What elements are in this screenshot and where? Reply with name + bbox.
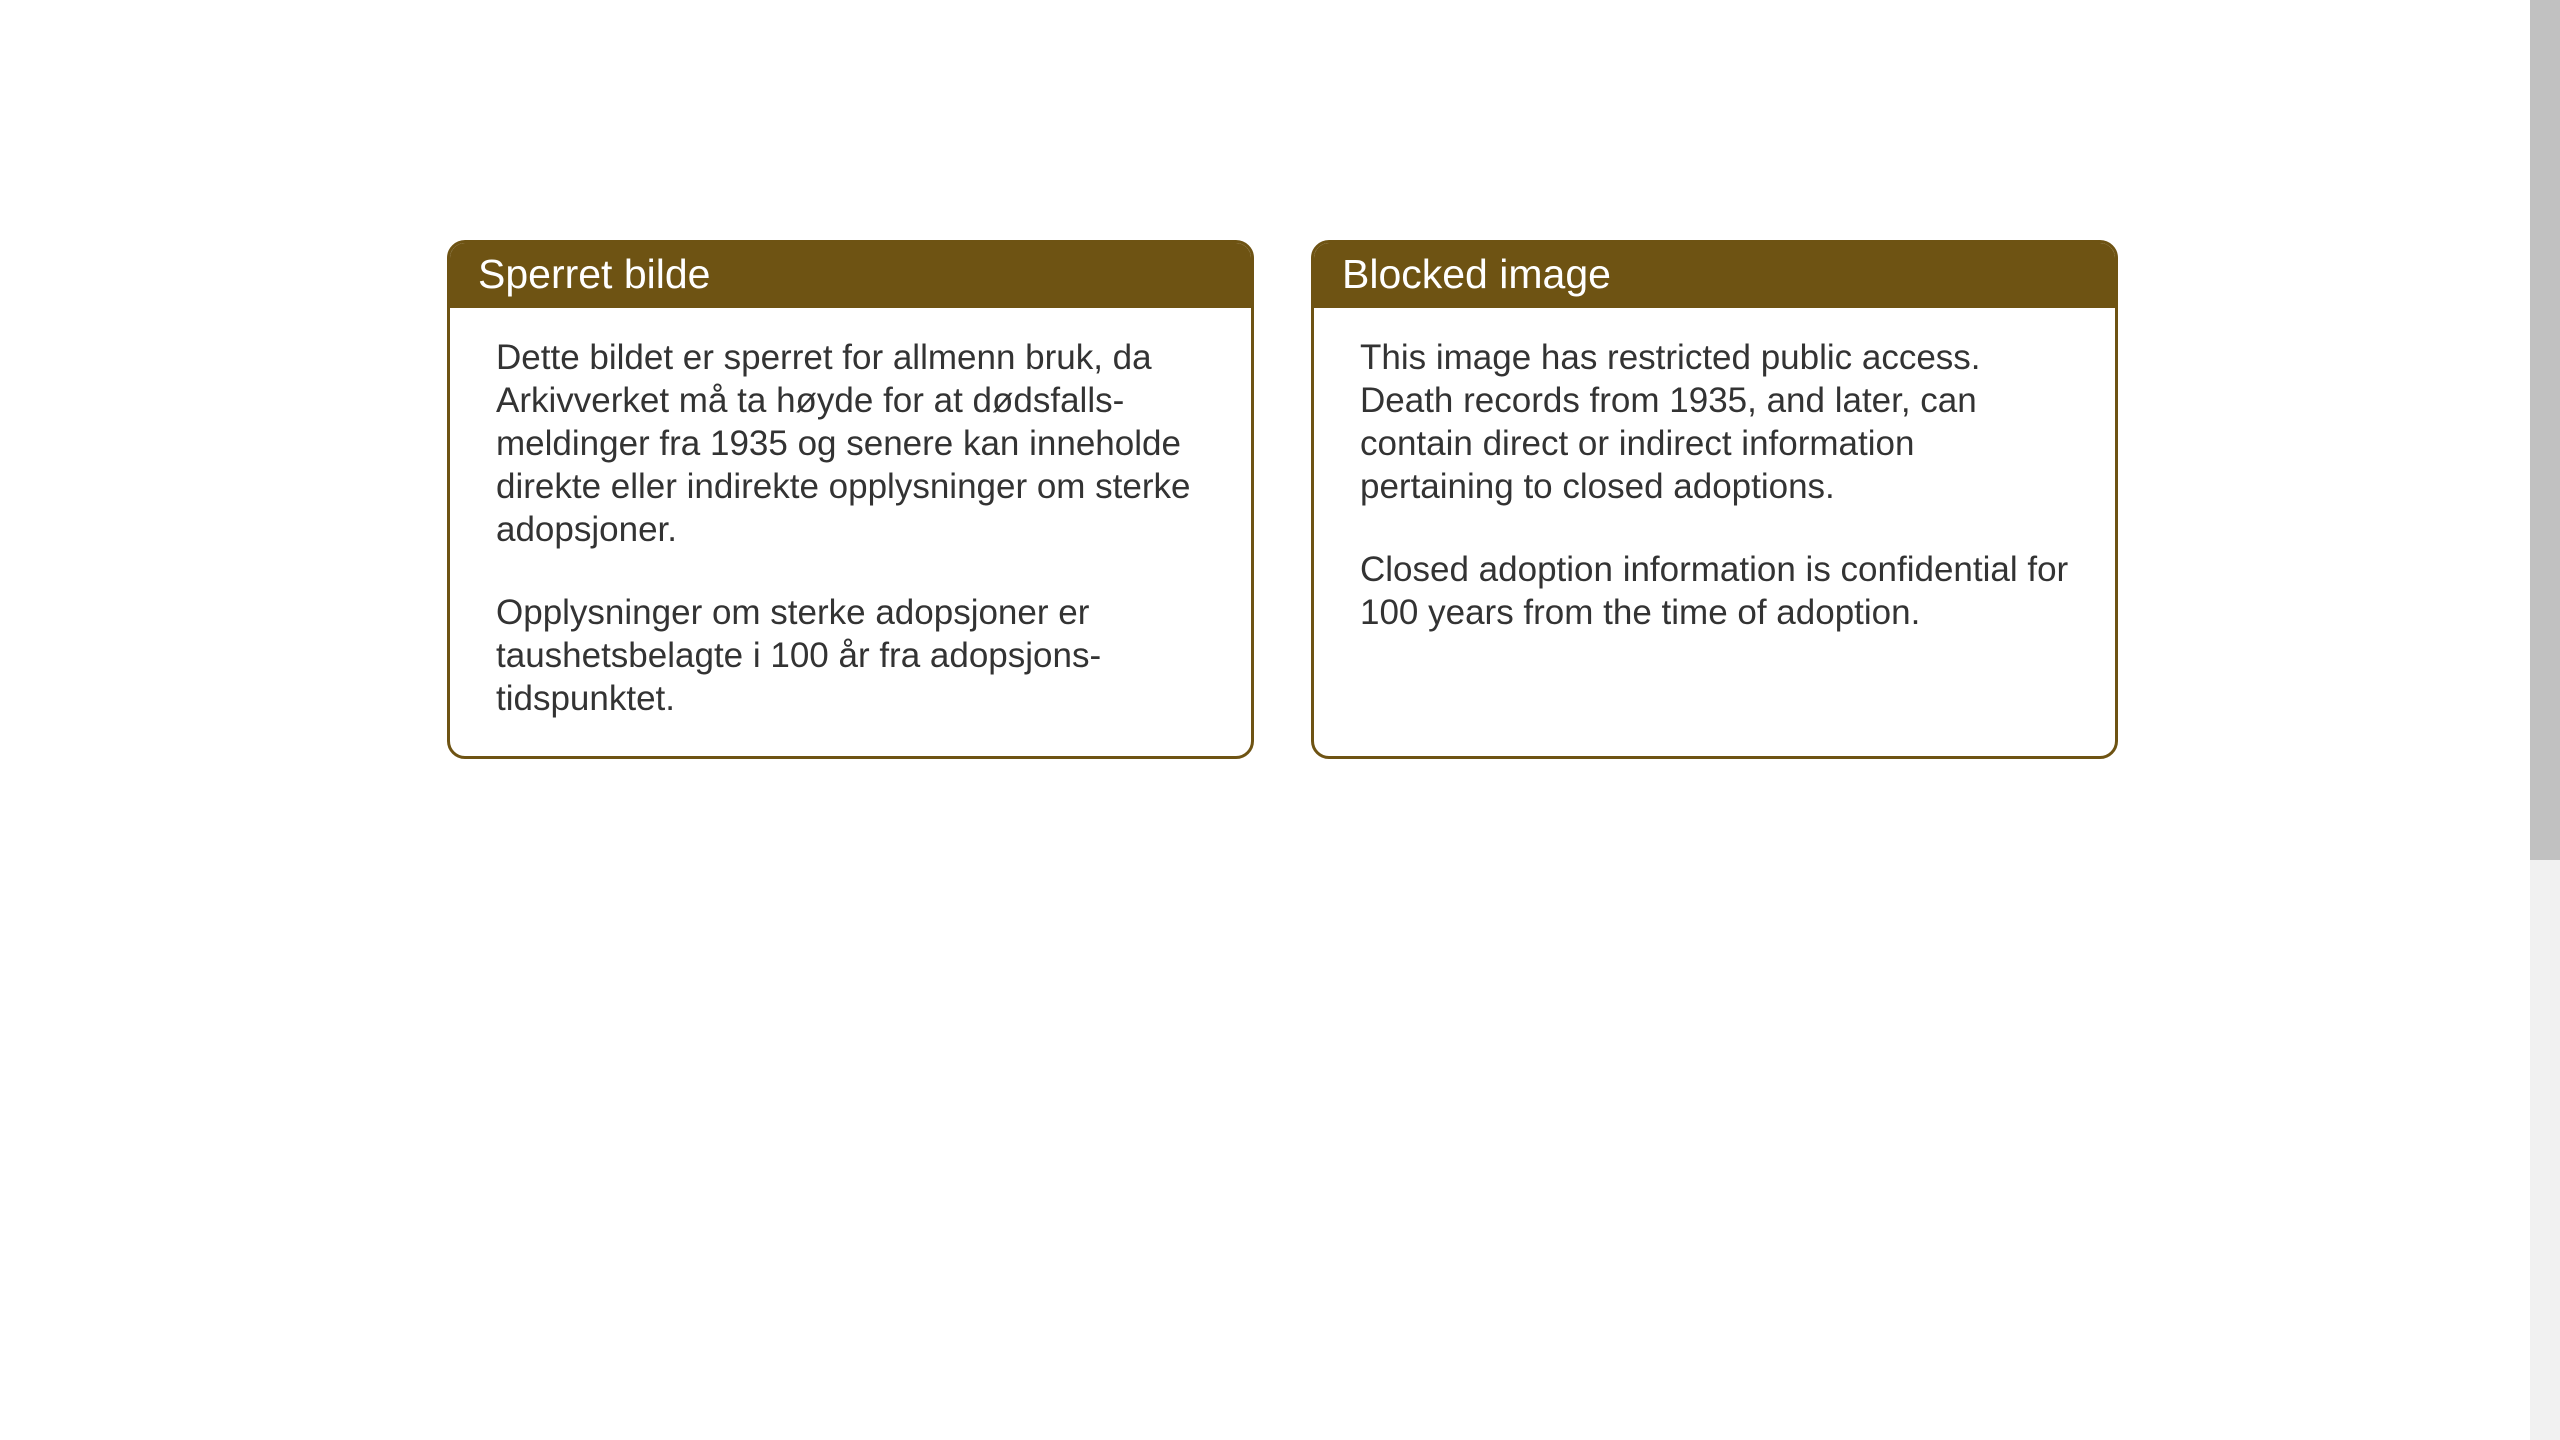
scrollbar-thumb[interactable]: [2530, 0, 2560, 860]
card-body-norwegian: Dette bildet er sperret for allmenn bruk…: [450, 308, 1251, 756]
card-paragraph-1-norwegian: Dette bildet er sperret for allmenn bruk…: [496, 336, 1205, 551]
notice-card-english: Blocked image This image has restricted …: [1311, 240, 2118, 759]
card-paragraph-2-english: Closed adoption information is confident…: [1360, 548, 2069, 634]
card-body-english: This image has restricted public access.…: [1314, 308, 2115, 738]
card-paragraph-1-english: This image has restricted public access.…: [1360, 336, 2069, 508]
scrollbar-track[interactable]: [2530, 0, 2560, 1440]
notice-cards-container: Sperret bilde Dette bildet er sperret fo…: [447, 240, 2118, 759]
card-paragraph-2-norwegian: Opplysninger om sterke adopsjoner er tau…: [496, 591, 1205, 720]
card-title-norwegian: Sperret bilde: [450, 243, 1251, 308]
card-title-english: Blocked image: [1314, 243, 2115, 308]
notice-card-norwegian: Sperret bilde Dette bildet er sperret fo…: [447, 240, 1254, 759]
